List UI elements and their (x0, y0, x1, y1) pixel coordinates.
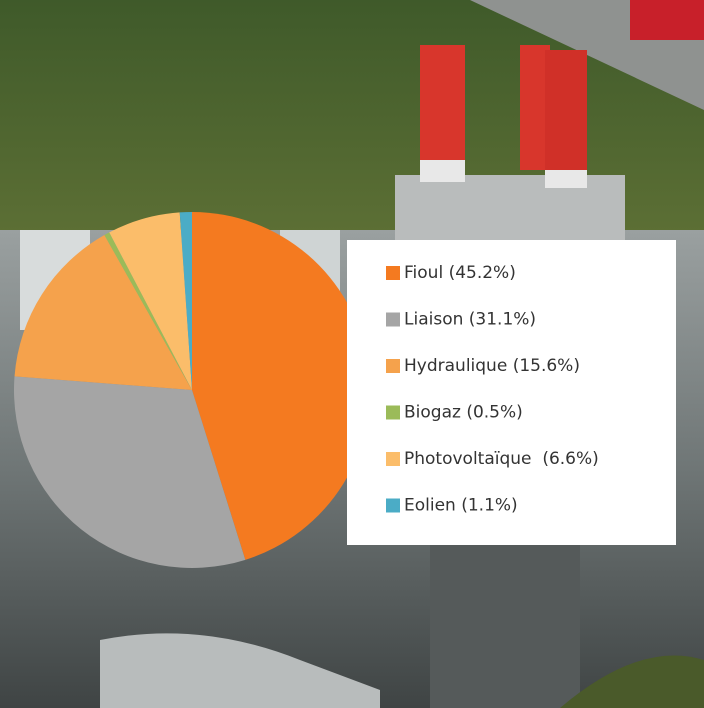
legend-label: Eolien (1.1%) (404, 496, 518, 516)
legend-label: Fioul (45.2%) (404, 263, 516, 283)
legend-label: Hydraulique (15.6%) (404, 356, 580, 376)
legend-swatch (386, 313, 400, 327)
legend-swatch (386, 359, 400, 373)
legend-swatch (386, 452, 400, 466)
legend-label: Photovoltaïque (6.6%) (404, 449, 599, 469)
legend-label: Biogaz (0.5%) (404, 403, 523, 423)
legend-label: Liaison (31.1%) (404, 310, 536, 330)
pie (14, 212, 370, 568)
legend-swatch (386, 406, 400, 420)
legend-swatch (386, 499, 400, 513)
chart: Fioul (45.2%) Liaison (31.1%) Hydraulique … (0, 0, 704, 708)
legend-swatch (386, 266, 400, 280)
